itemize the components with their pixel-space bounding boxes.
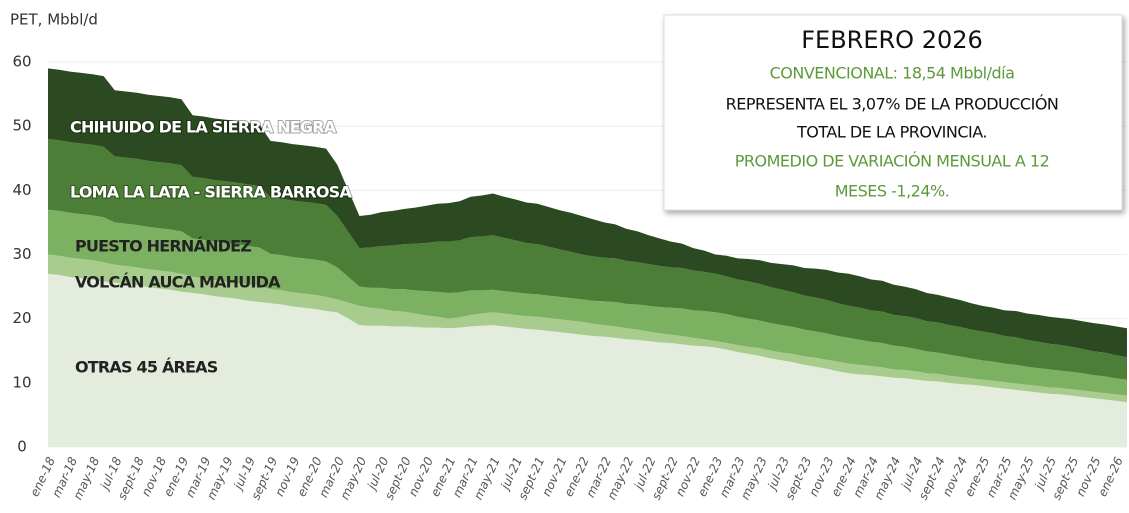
area <box>48 68 1127 358</box>
y-axis-label: PET, Mbbl/d <box>10 11 98 29</box>
area <box>48 254 1127 403</box>
annotation-frame <box>663 14 1123 211</box>
area <box>48 273 1127 447</box>
annotation-line: PROMEDIO DE VARIACIÓN MENSUAL A 12 <box>735 152 1050 171</box>
annotation-line: TOTAL DE LA PROVINCIA. <box>796 123 987 142</box>
series-label: OTRAS 45 ÁREAS <box>75 358 218 377</box>
area <box>48 139 1127 380</box>
y-tick-label: 20 <box>12 309 31 327</box>
area <box>48 209 1127 396</box>
y-tick-label: 60 <box>12 53 31 71</box>
y-tick-label: 50 <box>12 117 31 135</box>
y-tick-label: 40 <box>12 181 31 199</box>
series-label: VOLCÁN AUCA MAHUIDA <box>75 273 281 292</box>
y-tick-label: 0 <box>17 438 27 456</box>
series-label: CHIHUIDO DE LA SIERRA NEGRA <box>70 118 337 137</box>
y-tick-label: 30 <box>12 245 31 263</box>
annotation-title: FEBRERO 2026 <box>801 26 983 54</box>
series-label: LOMA LA LATA - SIERRA BARROSA <box>70 183 352 202</box>
y-tick-label: 10 <box>12 373 31 391</box>
annotation-box: FEBRERO 2026 CONVENCIONAL: 18,54 Mbbl/dí… <box>663 14 1123 211</box>
annotation-line: MESES -1,24%. <box>835 182 950 201</box>
annotation-line: CONVENCIONAL: 18,54 Mbbl/día <box>770 64 1015 83</box>
series-label: PUESTO HERNÁNDEZ <box>75 237 251 256</box>
annotation-line: REPRESENTA EL 3,07% DE LA PRODUCCIÓN <box>726 95 1059 114</box>
